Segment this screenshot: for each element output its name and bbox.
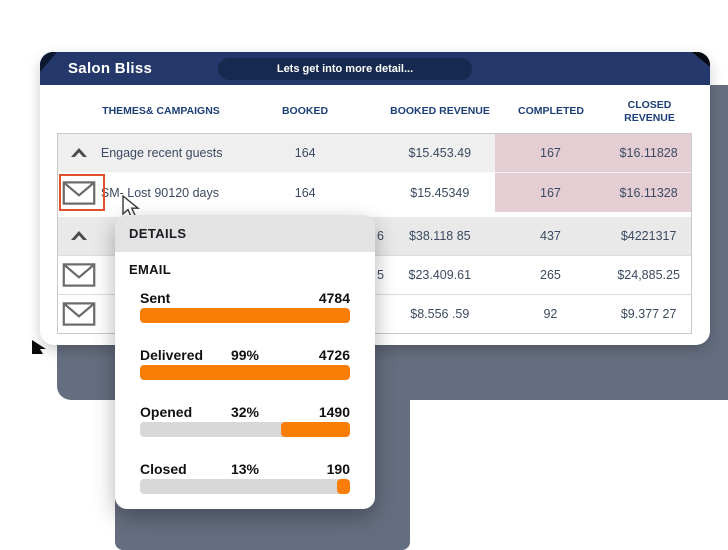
table-row: SM- Lost 90120 days 164 $15.45349 167 $1… (58, 173, 691, 218)
booked-value: 164 (294, 185, 316, 200)
metric-value: 190 (326, 461, 350, 477)
table-column-headers: THEMES& CAMPAIGNS BOOKED BOOKED REVENUE … (57, 93, 692, 131)
booked-revenue-value: $23.409.61 (408, 268, 472, 282)
report-card: Salon Bliss Lets get into more detail...… (40, 52, 710, 345)
cell-spacer (345, 173, 385, 212)
booked-revenue-value: $15.45349 (410, 185, 470, 200)
detail-callout-pill[interactable]: Lets get into more detail... (218, 58, 472, 80)
column-header-closed-revenue: CLOSED REVENUE (624, 98, 675, 124)
cell-spacer (345, 134, 385, 173)
envelope-icon[interactable] (62, 180, 96, 205)
metric-value: 1490 (318, 404, 350, 420)
app-title: Salon Bliss (68, 60, 153, 77)
metric-bar-fill (140, 365, 350, 380)
metric-percent: 32% (230, 404, 260, 420)
metric-bar-fill (140, 308, 350, 323)
email-metrics: Sent 4784 Delivered 99% 4726 Opened 32% (115, 282, 375, 494)
metric-percent: 13% (230, 461, 260, 477)
completed-value: 167 (494, 173, 607, 212)
metric-value: 4784 (318, 290, 350, 306)
metric-bar-fill (280, 422, 350, 437)
booked-revenue-value: $15.453.49 (384, 134, 495, 173)
email-campaign-cell[interactable] (58, 173, 140, 218)
details-popup: DETAILS EMAIL Sent 4784 Delivered 99% 47… (115, 215, 375, 509)
metric-bar-track (140, 479, 350, 494)
card-header: Salon Bliss Lets get into more detail... (40, 52, 710, 85)
envelope-icon[interactable] (62, 263, 96, 287)
details-popup-header: DETAILS (115, 215, 375, 252)
closed-revenue-value: $4221317 (606, 217, 691, 255)
completed-value: 437 (494, 217, 607, 255)
closed-revenue-value: $9.377 27 (620, 307, 677, 321)
completed-value: 265 (540, 268, 561, 282)
email-campaign-cell[interactable] (58, 256, 101, 294)
column-header-booked-revenue: BOOKED REVENUE (390, 105, 490, 118)
card-corner-fold-decoration (32, 340, 46, 354)
metric-bar-track (140, 422, 350, 437)
metric-sent: Sent 4784 (140, 286, 350, 323)
metric-bar-track (140, 365, 350, 380)
email-campaign-cell[interactable] (58, 295, 101, 333)
metric-label: Sent (140, 290, 171, 306)
closed-revenue-value: $16.11828 (606, 134, 691, 173)
booked-value: 164 (265, 134, 346, 173)
closed-revenue-value: $16.11328 (606, 173, 691, 212)
table-row: Engage recent guests 164 $15.453.49 167 … (58, 134, 691, 173)
closed-revenue-value: $24,885.25 (617, 268, 680, 282)
column-header-booked: BOOKED (281, 105, 329, 118)
booked-value-partial: 5 (377, 268, 384, 282)
envelope-highlight-box[interactable] (59, 174, 105, 211)
metric-label: Opened (140, 404, 193, 420)
campaign-name: SM- Lost 90120 days (100, 185, 219, 200)
booked-value-partial: 6 (377, 229, 384, 243)
row-expand-toggle[interactable] (58, 134, 101, 173)
metric-label: Delivered (140, 347, 204, 363)
metric-bar-fill (337, 479, 350, 494)
chevron-up-icon (71, 231, 88, 240)
envelope-icon[interactable] (62, 302, 96, 326)
chevron-up-icon (71, 148, 88, 157)
campaign-name: Engage recent guests (100, 134, 266, 173)
row-expand-toggle[interactable] (58, 217, 101, 255)
metric-bar-track (140, 308, 350, 323)
column-header-themes: THEMES& CAMPAIGNS (102, 105, 220, 118)
metric-value: 4726 (318, 347, 350, 363)
column-header-completed: COMPLETED (518, 105, 584, 118)
header-fold-left-decoration (40, 52, 57, 72)
metric-percent: 99% (230, 347, 260, 363)
header-fold-right-decoration (692, 52, 710, 67)
metric-delivered: Delivered 99% 4726 (140, 343, 350, 380)
completed-value: 92 (543, 307, 558, 321)
metric-opened: Opened 32% 1490 (140, 400, 350, 437)
completed-value: 167 (494, 134, 607, 173)
metric-label: Closed (140, 461, 187, 477)
details-popup-title: DETAILS (129, 226, 187, 241)
email-section-title: EMAIL (129, 262, 171, 277)
booked-revenue-value: $38.118 85 (384, 217, 495, 255)
metric-closed: Closed 13% 190 (140, 457, 350, 494)
booked-revenue-value: $8.556 .59 (410, 307, 470, 321)
